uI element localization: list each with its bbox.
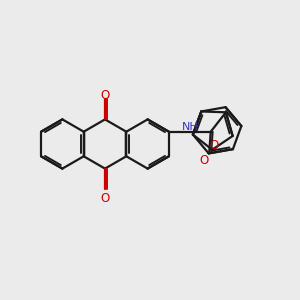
Text: O: O (209, 139, 219, 152)
Text: O: O (100, 192, 109, 206)
Text: NH: NH (182, 122, 199, 132)
Text: O: O (199, 154, 208, 167)
Text: O: O (100, 89, 109, 102)
